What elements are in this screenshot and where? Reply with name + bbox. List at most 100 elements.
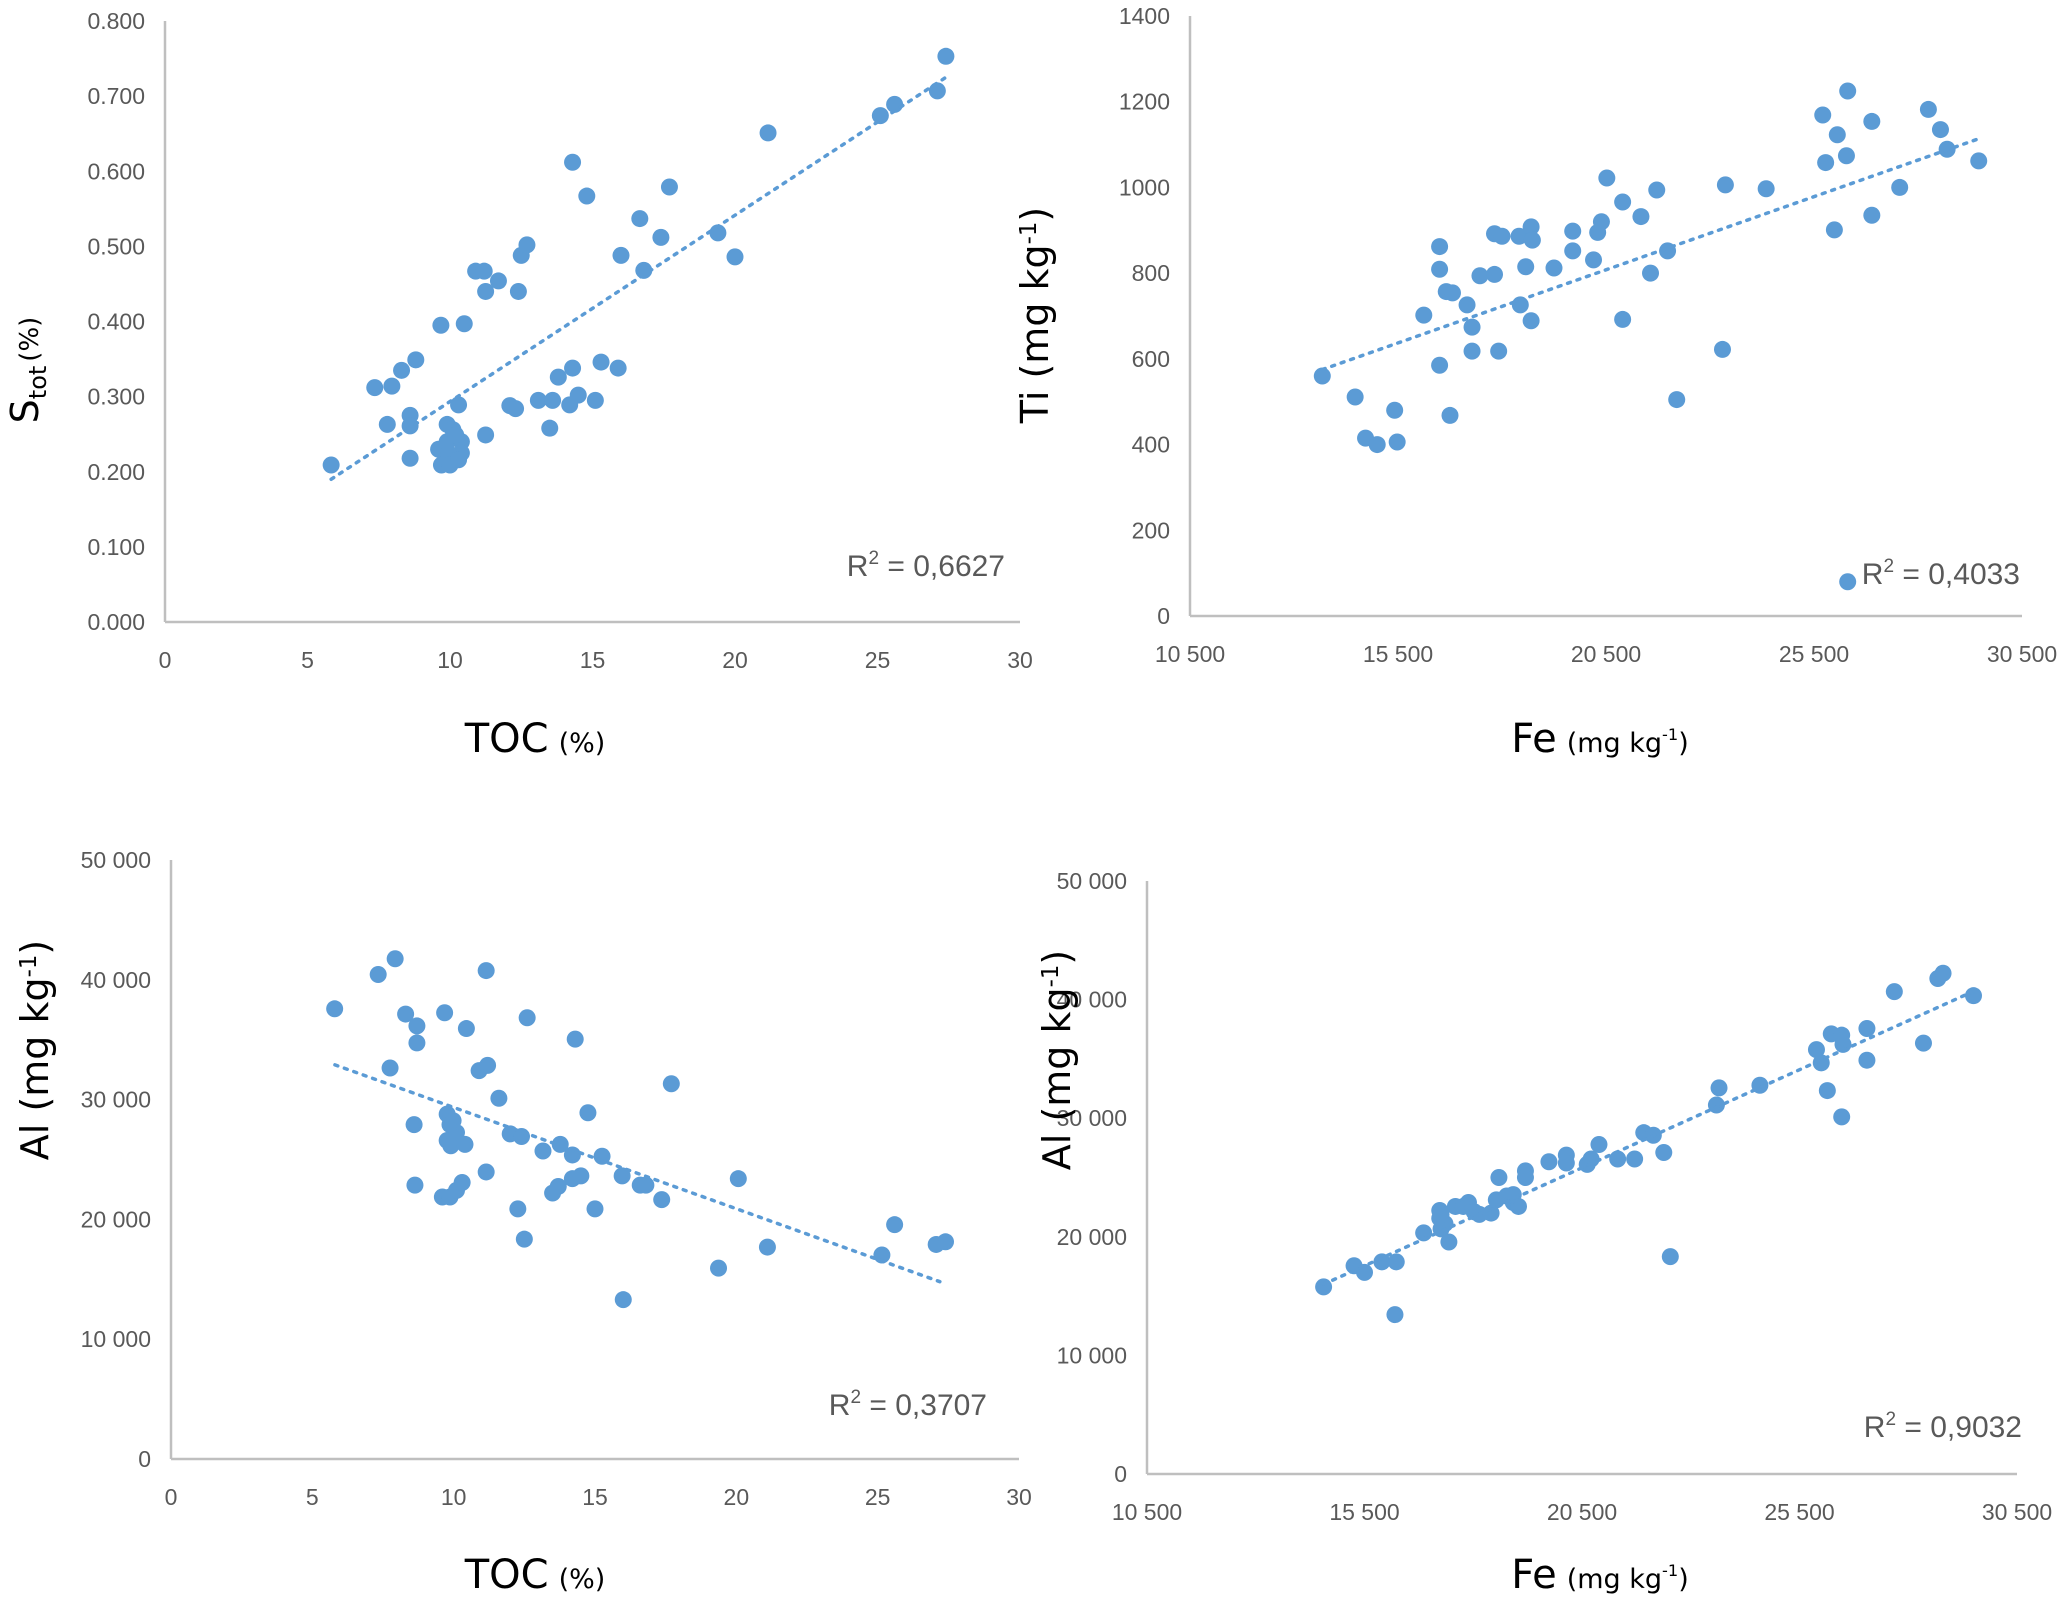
- data-point: [393, 361, 411, 379]
- data-point: [563, 1146, 581, 1164]
- data-point: [729, 1170, 747, 1188]
- data-point: [1431, 238, 1449, 256]
- data-point: [710, 1259, 728, 1277]
- x-tick-label: 10 500: [1155, 641, 1225, 667]
- x-tick-labels: 0 5 10 15 20 25 30: [159, 647, 1033, 673]
- data-point: [1598, 169, 1616, 187]
- data-point: [1441, 406, 1459, 424]
- data-point: [436, 1004, 454, 1022]
- data-points: [1315, 964, 1982, 1324]
- trendline-group: [1320, 136, 1983, 372]
- data-point: [407, 351, 425, 369]
- data-point: [490, 1089, 508, 1107]
- data-point: [1814, 106, 1832, 124]
- x-tick-label: 30 500: [1987, 641, 2057, 667]
- y-tick-label: 1000: [1119, 174, 1170, 200]
- data-point: [1614, 193, 1632, 211]
- data-point: [518, 236, 536, 254]
- trendline: [1320, 136, 1983, 372]
- data-point: [529, 391, 547, 409]
- x-axis-title: Fe (mg kg-1): [1511, 716, 1688, 762]
- data-point: [1668, 391, 1686, 409]
- trendline-group: [329, 75, 948, 482]
- chart-toc-vs-al: 0 10 000 20 000 30 000 40 000 50 000 0 5 10 15 20…: [13, 847, 1032, 1598]
- data-point: [1522, 218, 1540, 236]
- axes: [1145, 881, 2017, 1476]
- data-point: [477, 282, 495, 300]
- y-tick-label: 400: [1132, 432, 1170, 458]
- data-point: [569, 386, 587, 404]
- data-point: [401, 417, 419, 435]
- data-point: [378, 415, 396, 433]
- chart-toc-vs-stot: 0.000 0.100 0.200 0.300 0.400 0.500 0.600 0.700…: [3, 8, 1033, 762]
- chart-fe-vs-al: 0 10 000 20 000 30 000 40 000 50 000 10 500 15…: [1035, 868, 2052, 1598]
- data-point: [564, 153, 582, 171]
- data-point: [1839, 82, 1857, 100]
- data-point: [518, 1009, 536, 1027]
- y-tick-label: 600: [1132, 346, 1170, 372]
- data-point: [937, 1233, 955, 1251]
- data-point: [613, 1167, 631, 1185]
- y-tick-labels: 0.000 0.100 0.200 0.300 0.400 0.500 0.600 0.700…: [87, 8, 145, 635]
- data-point: [406, 1176, 424, 1194]
- x-tick-labels: 10 500 15 500 20 500 25 500 30 500: [1112, 1499, 2052, 1525]
- data-point: [1632, 208, 1650, 226]
- data-point: [1493, 227, 1511, 245]
- y-tick-labels: 0 10 000 20 000 30 000 40 000 50 000: [1057, 868, 1127, 1487]
- data-point: [1661, 1248, 1679, 1266]
- data-point: [1516, 1169, 1534, 1186]
- y-tick-label: 0: [1157, 603, 1170, 629]
- data-point: [477, 426, 495, 444]
- y-tick-label: 10 000: [1057, 1342, 1127, 1368]
- data-point: [1839, 573, 1857, 591]
- x-tick-label: 5: [301, 647, 314, 673]
- data-point: [456, 1135, 474, 1153]
- data-point: [572, 1167, 590, 1185]
- y-tick-label: 1400: [1119, 3, 1170, 29]
- data-point: [479, 1056, 497, 1074]
- data-point: [397, 1005, 415, 1023]
- data-point: [509, 282, 527, 300]
- y-tick-labels: 0 10 000 20 000 30 000 40 000 50 000: [81, 847, 151, 1472]
- data-point: [549, 1177, 567, 1195]
- data-point: [1432, 1205, 1450, 1223]
- data-point: [1387, 1253, 1405, 1271]
- data-point: [758, 1238, 776, 1256]
- data-point: [871, 107, 889, 125]
- data-point: [1828, 126, 1846, 144]
- data-point: [1315, 1278, 1333, 1296]
- data-point: [1648, 181, 1666, 199]
- data-point: [1642, 264, 1660, 282]
- x-tick-label: 15: [582, 1484, 608, 1510]
- x-tick-label: 30: [1006, 1484, 1032, 1510]
- axes: [1188, 16, 2022, 618]
- trendline: [1321, 989, 1976, 1286]
- y-axis-title: Al (mg kg-1): [1035, 950, 1079, 1170]
- r-squared-label: R2 = 0,6627: [847, 548, 1005, 583]
- data-point: [578, 187, 596, 205]
- data-point: [541, 419, 559, 437]
- data-point: [709, 224, 727, 242]
- x-tick-label: 25 500: [1764, 1499, 1834, 1525]
- data-point: [442, 1137, 460, 1155]
- data-point: [544, 391, 562, 409]
- y-tick-label: 0.300: [87, 384, 145, 410]
- data-point: [1458, 296, 1476, 314]
- data-point: [886, 95, 904, 113]
- data-point: [637, 1176, 655, 1194]
- x-tick-labels: 10 500 15 500 20 500 25 500 30 500: [1155, 641, 2057, 667]
- data-point: [1463, 318, 1481, 336]
- data-points: [1313, 82, 1988, 591]
- y-tick-label: 10 000: [81, 1326, 151, 1352]
- data-point: [401, 449, 419, 467]
- data-point: [1626, 1150, 1644, 1168]
- data-point: [1486, 265, 1504, 283]
- data-point: [1858, 1051, 1876, 1069]
- data-point: [475, 262, 493, 280]
- data-point: [381, 1059, 399, 1077]
- data-point: [1463, 342, 1481, 360]
- data-point: [1443, 284, 1461, 302]
- y-tick-label: 800: [1132, 260, 1170, 286]
- data-point: [477, 1163, 495, 1181]
- data-point: [453, 1174, 471, 1192]
